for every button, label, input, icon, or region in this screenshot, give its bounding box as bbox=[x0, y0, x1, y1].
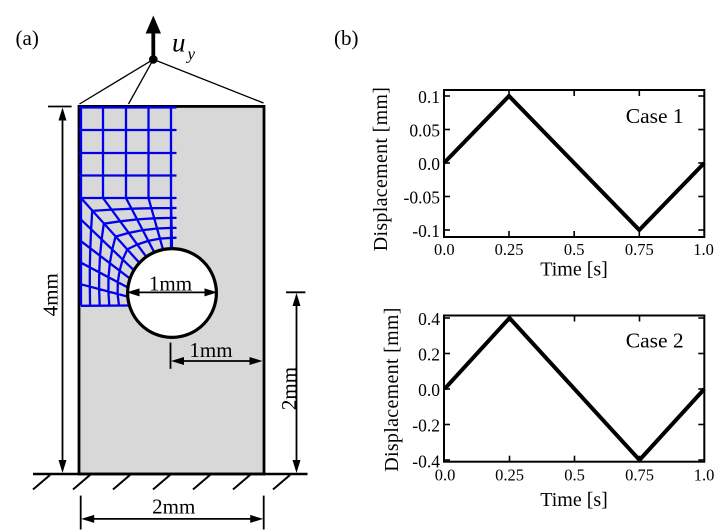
svg-text:0.0: 0.0 bbox=[434, 240, 455, 259]
svg-text:0.4: 0.4 bbox=[418, 309, 440, 329]
svg-text:0.0: 0.0 bbox=[418, 154, 440, 174]
svg-text:1mm: 1mm bbox=[189, 338, 232, 362]
svg-text:0.0: 0.0 bbox=[418, 380, 440, 400]
svg-text:-0.05: -0.05 bbox=[404, 188, 441, 208]
svg-text:0.5: 0.5 bbox=[564, 240, 585, 259]
svg-text:0.75: 0.75 bbox=[625, 240, 654, 259]
svg-text:0.25: 0.25 bbox=[495, 466, 524, 485]
svg-text:(b): (b) bbox=[334, 26, 359, 50]
svg-text:-0.4: -0.4 bbox=[412, 451, 440, 471]
svg-text:Displacement [mm]: Displacement [mm] bbox=[370, 87, 392, 252]
svg-text:0.2: 0.2 bbox=[418, 345, 440, 365]
svg-text:-0.1: -0.1 bbox=[412, 221, 440, 241]
svg-text:0.5: 0.5 bbox=[564, 466, 585, 485]
svg-text:0.05: 0.05 bbox=[409, 121, 440, 141]
svg-text:Time [s]: Time [s] bbox=[540, 259, 608, 281]
svg-text:y: y bbox=[186, 45, 196, 64]
svg-text:u: u bbox=[172, 28, 186, 58]
svg-text:(a): (a) bbox=[16, 26, 39, 50]
svg-text:4mm: 4mm bbox=[39, 273, 63, 316]
svg-text:Time [s]: Time [s] bbox=[540, 489, 608, 511]
svg-text:1.0: 1.0 bbox=[694, 466, 715, 485]
svg-text:Case 1: Case 1 bbox=[626, 104, 684, 128]
svg-text:1.0: 1.0 bbox=[693, 240, 714, 259]
svg-text:0.0: 0.0 bbox=[435, 466, 456, 485]
svg-text:2mm: 2mm bbox=[152, 495, 195, 519]
svg-text:0.75: 0.75 bbox=[625, 466, 654, 485]
svg-text:2mm: 2mm bbox=[277, 367, 301, 410]
svg-text:1mm: 1mm bbox=[149, 272, 192, 296]
svg-text:0.1: 0.1 bbox=[418, 87, 440, 107]
svg-text:Displacement [mm]: Displacement [mm] bbox=[381, 307, 403, 472]
svg-text:-0.2: -0.2 bbox=[412, 416, 440, 436]
svg-text:Case 2: Case 2 bbox=[626, 329, 684, 353]
svg-text:0.25: 0.25 bbox=[495, 240, 524, 259]
